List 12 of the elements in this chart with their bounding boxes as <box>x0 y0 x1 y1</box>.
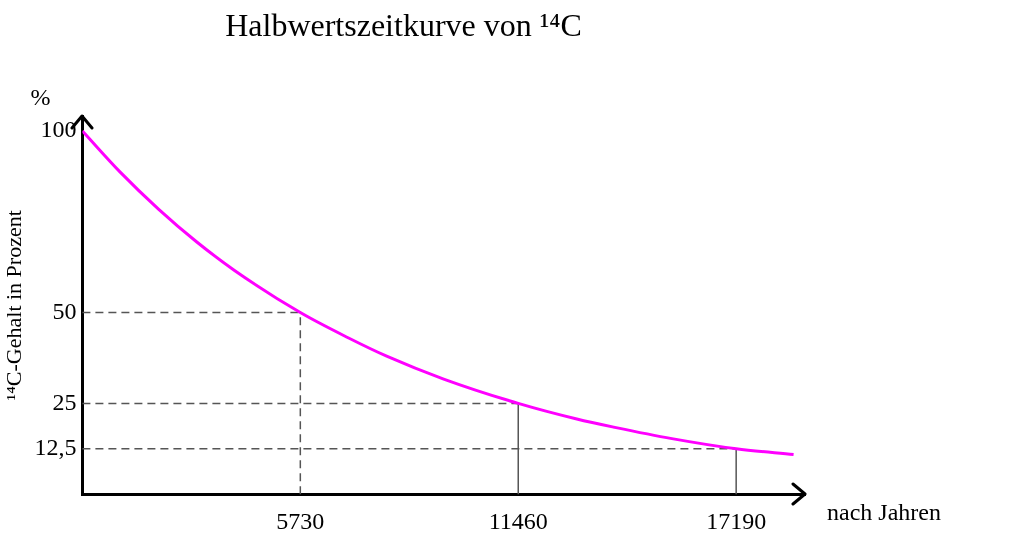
y-axis-title: ¹⁴C-Gehalt in Prozent <box>0 210 26 401</box>
x-axis-title: nach Jahren <box>827 499 941 526</box>
y-tick-label: 100 <box>40 116 77 143</box>
y-tick-label: 50 <box>52 297 77 324</box>
x-tick-label: 11460 <box>488 507 548 534</box>
x-tick-label: 5730 <box>276 507 325 534</box>
line-series <box>82 129 796 457</box>
y-tick-label: 12,5 <box>34 434 77 461</box>
x-tick-label: 17190 <box>706 507 767 534</box>
chart-title: Halbwertszeitkurve von ¹⁴C <box>225 6 582 43</box>
y-tick-label: 25 <box>52 388 77 415</box>
text: % <box>30 83 51 110</box>
